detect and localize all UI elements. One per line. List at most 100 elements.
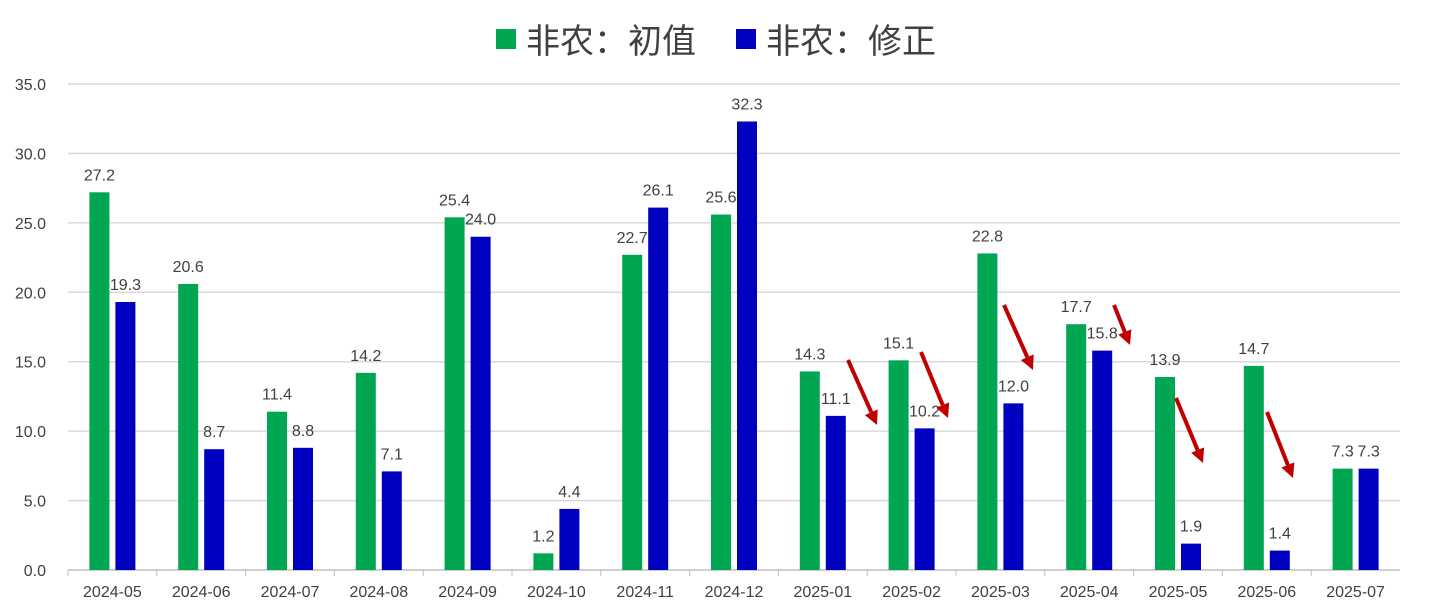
revision-arrow-head [936, 402, 950, 418]
data-label-initial: 25.6 [705, 190, 736, 207]
revision-arrow-head [1191, 447, 1205, 463]
revision-arrow-head [1020, 354, 1034, 370]
bar-initial [622, 254, 643, 570]
bar-revised [1269, 550, 1290, 570]
data-label-revised: 24.0 [465, 212, 496, 229]
bar-revised [648, 207, 669, 570]
data-label-initial: 25.4 [439, 192, 470, 209]
x-tick-label: 2024-06 [172, 584, 231, 601]
data-label-revised: 26.1 [643, 183, 674, 200]
data-label-revised: 10.2 [909, 403, 940, 420]
bar-initial [444, 217, 465, 570]
revision-arrow-shaft [1112, 304, 1127, 333]
data-label-initial: 22.7 [617, 230, 648, 247]
bar-initial [888, 360, 909, 570]
x-tick-label: 2024-09 [438, 584, 497, 601]
data-label-revised: 1.9 [1180, 519, 1202, 536]
revision-arrow-head [1118, 329, 1132, 345]
y-tick-label: 35.0 [15, 77, 46, 94]
bar-revised [825, 415, 846, 570]
bar-revised [1358, 468, 1379, 570]
x-tick-label: 2024-08 [349, 584, 408, 601]
data-label-revised: 7.3 [1357, 444, 1379, 461]
data-label-initial: 27.2 [84, 167, 115, 184]
x-tick-label: 2025-02 [882, 584, 941, 601]
bar-revised [1181, 543, 1201, 570]
bar-initial [355, 372, 376, 570]
y-tick-label: 15.0 [15, 355, 46, 372]
legend-item-initial: 非农：初值 [496, 14, 696, 63]
x-tick-label: 2024-05 [83, 584, 142, 601]
y-tick-label: 0.0 [24, 563, 46, 580]
y-tick-label: 10.0 [15, 424, 46, 441]
revision-arrow-shaft [846, 359, 874, 414]
bar-revised [1003, 403, 1024, 570]
revision-arrow-shaft [1174, 397, 1200, 451]
data-label-initial: 20.6 [173, 259, 204, 276]
bar-revised [914, 428, 935, 570]
y-tick-label: 20.0 [15, 285, 46, 302]
bar-revised [470, 236, 491, 570]
data-label-initial: 1.2 [532, 528, 554, 545]
data-label-revised: 8.8 [292, 423, 314, 440]
x-tick-label: 2025-07 [1326, 584, 1385, 601]
revision-arrow-head [1281, 462, 1295, 478]
data-label-revised: 15.8 [1087, 326, 1118, 343]
bar-revised [115, 302, 136, 570]
bar-revised [559, 508, 580, 570]
bar-initial [799, 371, 820, 570]
data-label-initial: 15.1 [883, 335, 914, 352]
bar-revised [1092, 350, 1113, 570]
data-label-revised: 11.1 [821, 391, 851, 408]
x-tick-label: 2025-05 [1149, 584, 1208, 601]
y-tick-label: 25.0 [15, 216, 46, 233]
bar-initial [178, 283, 199, 570]
bar-initial [1332, 468, 1353, 570]
y-tick-label: 5.0 [24, 494, 46, 511]
data-label-initial: 22.8 [972, 228, 1003, 245]
x-tick-label: 2025-01 [793, 584, 852, 601]
data-label-revised: 4.4 [558, 484, 580, 501]
x-tick-label: 2025-04 [1060, 584, 1119, 601]
revision-arrow-shaft [1265, 411, 1290, 466]
legend-label-revised: 非农：修正 [766, 22, 936, 62]
bar-revised [381, 471, 402, 570]
legend-item-revised: 非农：修正 [736, 14, 936, 63]
data-label-initial: 14.7 [1238, 341, 1269, 358]
bar-initial [1155, 376, 1175, 570]
bar-revised [204, 449, 225, 570]
bar-initial [1066, 324, 1087, 570]
bar-revised [737, 121, 757, 571]
data-label-initial: 7.3 [1331, 444, 1353, 461]
revision-arrow-shaft [919, 351, 945, 406]
bar-initial [711, 214, 731, 571]
legend-swatch-revised [736, 28, 756, 49]
bar-revised [293, 447, 313, 570]
legend: 非农：初值 非农：修正 [0, 14, 1432, 63]
data-label-revised: 1.4 [1269, 526, 1291, 543]
data-label-revised: 19.3 [110, 277, 141, 294]
x-tick-label: 2024-12 [705, 584, 764, 601]
legend-label-initial: 非农：初值 [526, 22, 696, 62]
data-label-initial: 14.3 [794, 346, 825, 363]
data-label-revised: 32.3 [731, 96, 762, 113]
revision-arrow-head [864, 409, 878, 425]
data-label-initial: 13.9 [1149, 352, 1180, 369]
x-tick-label: 2025-06 [1237, 584, 1296, 601]
bar-initial [533, 553, 554, 570]
data-label-revised: 8.7 [203, 424, 225, 441]
bar-initial [267, 411, 287, 570]
bar-initial [1243, 365, 1264, 570]
y-tick-label: 30.0 [15, 146, 46, 163]
data-label-revised: 12.0 [998, 378, 1029, 395]
data-label-initial: 17.7 [1061, 299, 1092, 316]
legend-swatch-initial [496, 28, 516, 49]
data-label-revised: 7.1 [381, 446, 403, 463]
revision-arrow-shaft [1002, 304, 1030, 359]
x-tick-label: 2024-07 [261, 584, 320, 601]
x-tick-label: 2024-10 [527, 584, 586, 601]
bar-initial [89, 192, 110, 570]
data-label-initial: 14.2 [350, 348, 381, 365]
